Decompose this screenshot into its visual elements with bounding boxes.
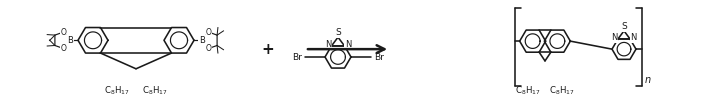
Text: S: S xyxy=(335,28,341,37)
Text: Br: Br xyxy=(292,52,302,62)
Text: O: O xyxy=(206,28,212,37)
Text: B: B xyxy=(199,36,205,45)
Text: B: B xyxy=(67,36,73,45)
Text: Br: Br xyxy=(374,52,384,62)
Text: C$_8$H$_{17}$: C$_8$H$_{17}$ xyxy=(515,84,541,97)
Text: N: N xyxy=(325,40,331,50)
Text: C$_8$H$_{17}$: C$_8$H$_{17}$ xyxy=(142,84,168,97)
Text: +: + xyxy=(262,42,274,57)
Text: C$_8$H$_{17}$: C$_8$H$_{17}$ xyxy=(549,84,575,97)
Text: O: O xyxy=(206,44,212,53)
Text: N: N xyxy=(345,40,351,50)
Text: N: N xyxy=(630,33,637,42)
Text: n: n xyxy=(645,74,651,84)
Text: C$_8$H$_{17}$: C$_8$H$_{17}$ xyxy=(104,84,130,97)
Text: N: N xyxy=(611,33,618,42)
Text: O: O xyxy=(60,44,66,53)
Text: O: O xyxy=(60,28,66,37)
Text: S: S xyxy=(621,22,627,31)
